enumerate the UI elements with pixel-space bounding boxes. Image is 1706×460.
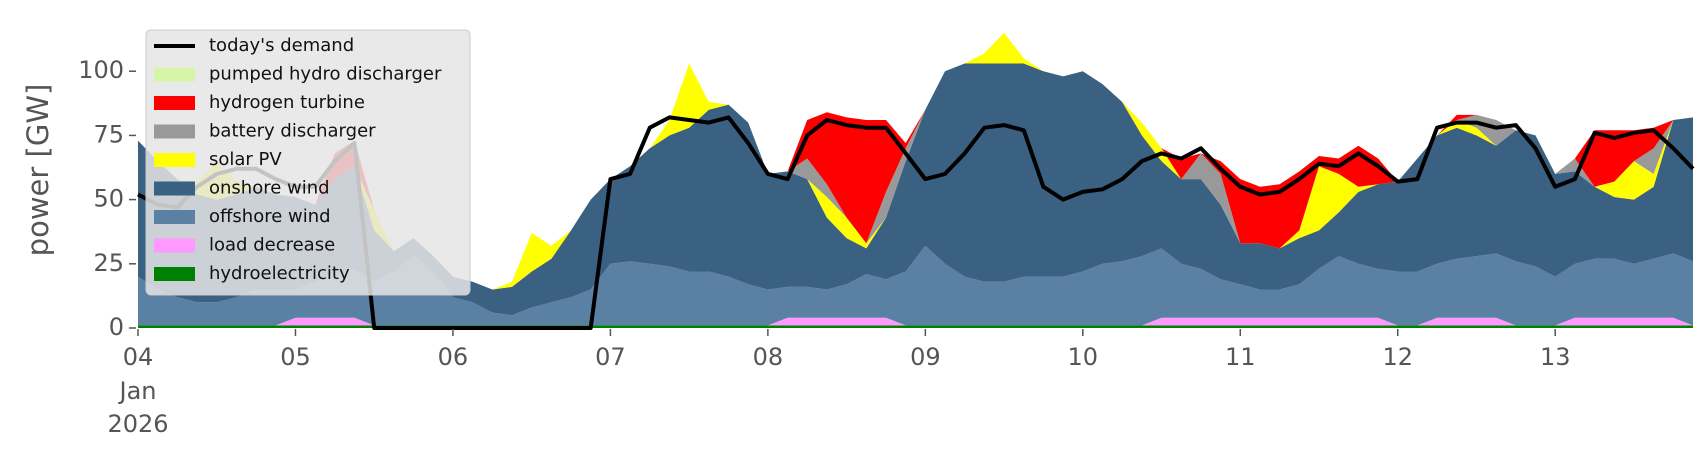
x-tick-label: 10 [1068,343,1099,371]
demand-line [137,115,1695,330]
legend-swatch [154,238,195,253]
legend-label: load decrease [209,235,335,256]
legend-box [145,29,471,296]
y-tick-label: 50 [93,185,124,213]
plot-area [137,32,1695,330]
stacked-area [138,325,1693,328]
legend-label: today's demand [209,35,354,56]
stacked-area [138,245,1693,326]
legend-label: solar PV [209,149,282,170]
x-tick-label: 07 [595,343,626,371]
x-tick-label: 13 [1540,343,1571,371]
legend-label: hydroelectricity [209,263,350,284]
y-tick-label: 100 [78,56,124,84]
legend-label: offshore wind [209,206,331,227]
stacked-area [138,63,1693,316]
stacked-area [138,317,1693,326]
x-tick-label: 05 [280,343,311,371]
x-tick-label: 04 [123,343,154,371]
legend-swatch [154,181,195,196]
legend-swatch [154,96,195,110]
legend-swatch [154,210,195,224]
legend-swatch [154,153,195,167]
legend-swatch [154,67,195,82]
legend: today's demand pumped hydro discharger hyd… [145,29,471,296]
y-tick-label: 75 [93,120,124,148]
y-tick-label: 25 [93,249,124,277]
legend-label: hydrogen turbine [209,92,365,113]
legend-swatch [154,124,195,139]
legend-swatch [154,267,195,281]
x-tick-month: Jan [118,377,157,405]
x-tick-year: 2026 [107,410,168,438]
x-tick-label: 06 [438,343,469,371]
y-axis-label: power [GW] [21,84,55,257]
x-tick-label: 12 [1382,343,1413,371]
stacked-area [138,32,1693,290]
x-tick-label: 11 [1225,343,1256,371]
legend-label: pumped hydro discharger [209,64,442,85]
y-tick-label: 0 [109,313,124,341]
x-tick-label: 09 [910,343,941,371]
x-tick-label: 08 [753,343,784,371]
legend-label: onshore wind [209,178,330,199]
legend-label: battery discharger [209,121,376,142]
